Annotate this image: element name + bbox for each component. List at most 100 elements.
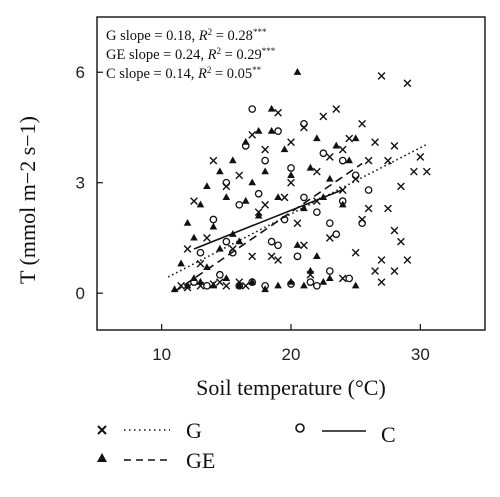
data-point-g: [338, 274, 347, 283]
legend-label-g: G: [186, 418, 202, 443]
x-tick-label: 20: [282, 345, 301, 364]
data-point-g: [332, 105, 341, 113]
y-axis-label: T (mmol m−2 s−1): [15, 116, 40, 284]
data-point-c: [287, 280, 295, 288]
data-point-ge: [326, 274, 334, 282]
data-point-g: [377, 278, 386, 287]
data-point-ge: [203, 182, 211, 189]
data-point-c: [293, 252, 302, 261]
data-point-ge: [274, 281, 282, 289]
data-point-ge: [196, 200, 205, 208]
data-point-ge: [300, 204, 308, 212]
y-tick-label: 3: [76, 174, 85, 193]
data-point-ge: [177, 259, 185, 267]
data-point-c: [190, 278, 198, 286]
data-point-ge: [313, 134, 321, 142]
data-point-ge: [229, 156, 237, 164]
legend-item-g: G: [97, 418, 202, 443]
data-point-g: [190, 197, 198, 206]
data-point-ge: [267, 126, 276, 134]
data-point-ge: [293, 68, 302, 75]
fit-line-g: [167, 143, 428, 278]
data-point-c: [274, 127, 282, 136]
data-point-ge: [351, 281, 360, 289]
x-axis-label: Soil temperature (°C): [196, 375, 386, 400]
data-point-g: [351, 248, 360, 257]
data-point-c: [261, 281, 269, 290]
data-point-c: [325, 267, 334, 275]
y-tick-label: 6: [76, 63, 85, 82]
data-point-g: [364, 204, 373, 213]
data-point-c: [235, 281, 244, 290]
data-point-g: [384, 204, 392, 213]
data-point-g: [325, 153, 334, 161]
data-point-ge: [293, 241, 302, 248]
data-point-c: [254, 189, 263, 198]
data-point-g: [222, 281, 231, 290]
data-point-g: [403, 79, 412, 88]
legend-item-c: C: [295, 422, 396, 447]
data-point-ge: [345, 156, 353, 164]
data-point-ge: [332, 141, 341, 149]
x-tick-label: 30: [411, 345, 430, 364]
annotation-ge: GE slope = 0.24, R2 = 0.29***: [106, 46, 276, 63]
data-point-ge: [216, 167, 224, 175]
data-point-c: [261, 156, 269, 165]
data-point-g: [241, 281, 250, 290]
annotation-c: C slope = 0.14, R2 = 0.05**: [106, 65, 262, 82]
data-point-g: [422, 167, 431, 176]
fit-line-c: [193, 188, 344, 250]
data-point-g: [390, 141, 399, 150]
data-point-g: [183, 245, 192, 253]
data-point-g: [196, 259, 205, 268]
data-point-ge: [183, 219, 192, 226]
data-point-g: [248, 252, 257, 261]
data-point-c: [325, 219, 334, 228]
data-point-ge: [351, 134, 360, 142]
data-point-c: [338, 197, 347, 205]
data-point-ge: [241, 196, 250, 204]
data-point-ge: [313, 252, 321, 259]
data-point-ge: [261, 167, 269, 175]
data-point-c: [216, 270, 224, 279]
data-point-ge: [235, 237, 244, 245]
data-point-c: [319, 149, 328, 158]
data-point-g: [248, 130, 257, 139]
data-point-c: [338, 156, 347, 165]
data-point-ge: [274, 193, 282, 201]
data-point-c: [203, 281, 211, 290]
data-point-g: [203, 234, 211, 242]
data-point-ge: [190, 233, 198, 241]
data-point-c: [222, 237, 231, 246]
ticks-layer: 10 20 30 0 3 6: [76, 63, 430, 364]
data-point-g: [377, 72, 386, 80]
data-point-g: [390, 226, 399, 235]
data-point-ge: [216, 244, 224, 252]
data-point-g: [416, 153, 425, 161]
data-point-ge: [222, 193, 231, 201]
data-point-c: [267, 237, 276, 246]
data-point-ge: [209, 281, 218, 289]
legend-label-c: C: [381, 422, 396, 447]
open-circle-icon: [295, 423, 305, 433]
data-point-ge: [222, 274, 231, 282]
data-point-c: [313, 281, 321, 290]
data-point-c: [332, 230, 341, 239]
data-point-c: [358, 219, 366, 228]
data-point-ge: [209, 222, 218, 230]
data-point-ge: [248, 178, 256, 186]
data-point-g: [287, 138, 295, 147]
data-point-g: [215, 278, 224, 287]
data-point-c: [248, 278, 257, 286]
data-point-g: [384, 156, 392, 165]
legend: G C GE: [97, 418, 396, 473]
data-point-ge: [280, 145, 289, 153]
data-point-g: [300, 241, 308, 250]
data-point-c: [345, 274, 354, 283]
data-point-c: [241, 142, 250, 150]
data-point-g: [345, 134, 354, 143]
data-point-c: [235, 200, 244, 209]
data-point-ge: [300, 281, 308, 289]
